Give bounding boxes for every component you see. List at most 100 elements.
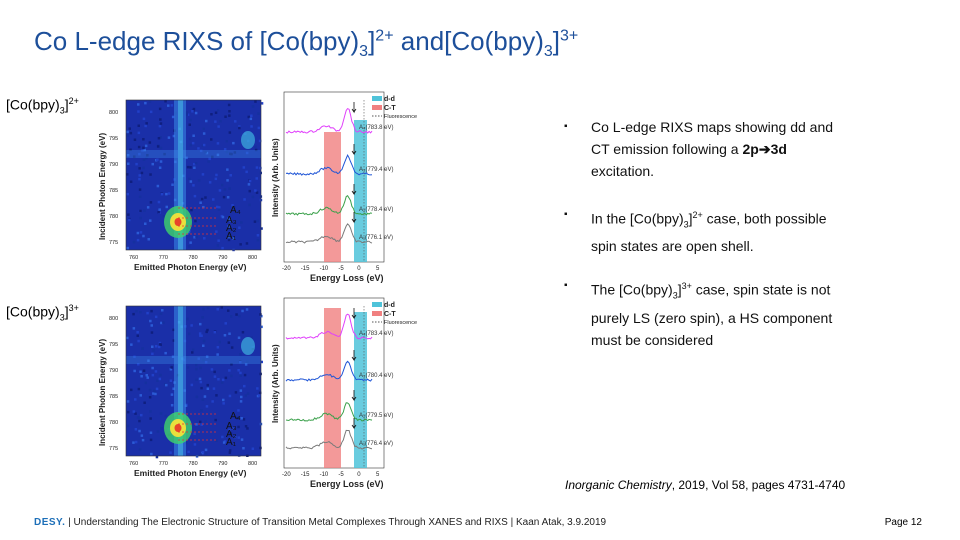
map-speckle [150, 309, 153, 313]
map-speckle [246, 427, 249, 430]
map-speckle [169, 451, 172, 454]
title-sup: 3+ [560, 27, 579, 45]
map-xtick: 790 [218, 255, 227, 261]
map-speckle [169, 368, 173, 371]
map-background [126, 306, 261, 456]
map-speckle [138, 195, 142, 198]
map-speckle [193, 162, 196, 166]
map-xtick: 780 [189, 255, 198, 261]
map-speckle [258, 391, 262, 395]
map-speckle [149, 410, 152, 413]
map-streak [178, 306, 183, 456]
map-speckle [136, 334, 139, 337]
slide-title: Co L-edge RIXS of [Co(bpy)3]2+ and[Co(bp… [34, 26, 578, 61]
map-speckle [260, 314, 263, 318]
map-speckle [137, 363, 140, 366]
map-speckle [187, 245, 191, 248]
title-sub: 3 [359, 43, 369, 61]
spectra-xtick: -20 [282, 472, 291, 478]
map-speckle [129, 180, 133, 183]
map-speckle [146, 311, 149, 315]
marker-label: A₁ [226, 437, 237, 448]
map-speckle [248, 179, 252, 183]
map-speckle [225, 140, 228, 143]
map-speckle [201, 316, 204, 319]
map-speckle [189, 166, 192, 169]
map-speckle [156, 158, 159, 161]
map-speckle [247, 183, 251, 186]
map-speckle [129, 131, 133, 135]
map-speckle [215, 205, 219, 209]
map-speckle [216, 353, 219, 356]
legend-ct-label: C-T [384, 311, 396, 318]
map-speckle [238, 125, 241, 128]
map-speckle [205, 355, 209, 358]
map-speckle [154, 315, 158, 319]
map-speckle [231, 204, 234, 207]
map-speckle [199, 366, 202, 370]
map-xtick: 790 [218, 461, 227, 467]
map-speckle [210, 138, 213, 141]
map-xtick: 780 [189, 461, 198, 467]
legend-dd-label: d-d [384, 96, 395, 103]
map-speckle [249, 117, 253, 121]
map-speckle [154, 345, 158, 348]
map-speckle [146, 154, 149, 157]
map-hotspot [174, 424, 182, 432]
map-speckle [240, 438, 244, 441]
map-speckle [236, 416, 239, 420]
map-speckle [193, 432, 196, 436]
map-speckle [202, 344, 205, 347]
map-speckle [162, 215, 165, 218]
map-speckle [134, 398, 137, 401]
map-speckle [223, 334, 227, 337]
map-speckle [153, 389, 156, 393]
map-speckle [217, 239, 220, 242]
map-speckle [138, 429, 141, 433]
map-speckle [257, 126, 261, 130]
map-speckle [222, 402, 225, 405]
map-speckle [238, 226, 241, 229]
map-speckle [256, 219, 259, 223]
map-speckle [228, 131, 232, 134]
map-speckle [137, 110, 140, 113]
map-speckle [200, 386, 203, 390]
map-speckle [132, 441, 135, 444]
map-speckle [200, 423, 203, 426]
marker-label: A₄ [230, 411, 241, 422]
map-speckle [204, 448, 208, 452]
map-speckle [172, 134, 176, 138]
map-speckle [137, 387, 141, 391]
map-speckle [126, 173, 129, 176]
spectra-ylabel: Intensity (Arb. Units) [271, 344, 280, 423]
map-speckle [227, 217, 230, 220]
map-speckle [191, 351, 194, 354]
map-speckle [222, 195, 226, 199]
map-speckle [260, 227, 263, 230]
map-speckle [245, 151, 249, 155]
map-xlabel: Emitted Photon Energy (eV) [134, 468, 247, 478]
map-speckle [238, 314, 241, 318]
map-speckle [145, 374, 148, 377]
marker-label: A₃ [226, 215, 237, 226]
bullet-text: case, spin state is not purely LS (zero … [591, 282, 833, 348]
map-speckle [128, 218, 131, 222]
map-speckle [157, 137, 161, 140]
map-ylabel: Incident Photon Energy (eV) [98, 133, 107, 240]
map-speckle [201, 173, 205, 176]
arrow-icon [351, 308, 357, 320]
map-speckle [250, 125, 253, 128]
map-speckle [190, 324, 193, 327]
map-speckle [221, 435, 224, 439]
map-speckle [248, 189, 251, 193]
map-speckle [138, 167, 141, 170]
map-speckle [229, 152, 232, 156]
map-speckle [164, 414, 168, 418]
map-speckle [126, 192, 129, 196]
map-speckle [132, 240, 136, 244]
map-ytick: 785 [109, 394, 118, 400]
map-speckle [217, 378, 220, 381]
map-ytick: 790 [109, 162, 118, 168]
map-ytick: 795 [109, 136, 118, 142]
map-speckle [126, 424, 130, 428]
